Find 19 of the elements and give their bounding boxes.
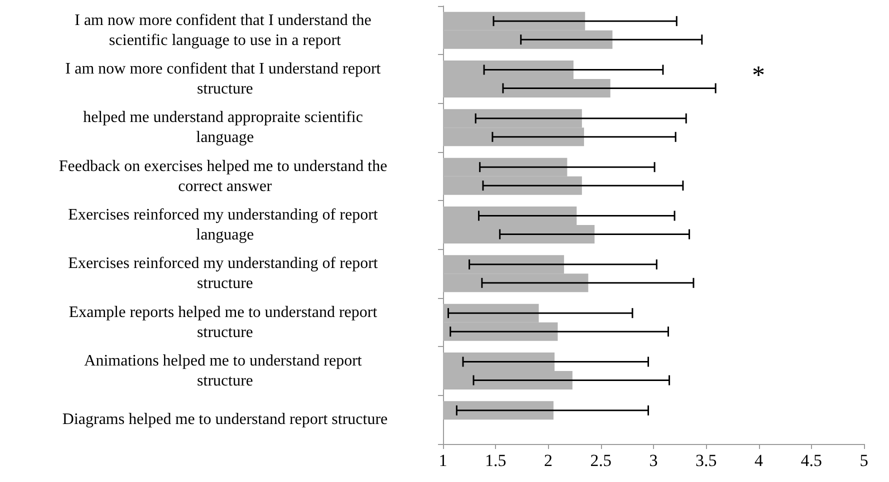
annotation: *	[752, 60, 765, 90]
x-tick-label: 2	[544, 451, 552, 470]
x-tick-label: 5	[860, 451, 868, 470]
y-tick-label: Animations helped me to understand report structure	[84, 352, 366, 390]
y-tick-label: I am now more confident that I understand report structure	[65, 60, 385, 98]
x-tick-label: 4	[754, 451, 764, 470]
y-tick-label: Exercises reinforced my understanding of report structure	[68, 255, 382, 292]
y-tick-label: Feedback on exercises helped me to understand the correct answer	[58, 158, 392, 195]
x-tick-label: 2.5	[590, 451, 612, 470]
x-tick-label: 3.5	[696, 451, 717, 470]
y-tick-label: Exercises reinforced my understanding of report language	[68, 206, 382, 244]
x-tick-label: 4.5	[800, 451, 822, 470]
y-tick-label: Example reports helped me to understand report structure	[68, 304, 382, 341]
x-tick-label: 1.5	[485, 451, 506, 470]
x-tick-label: 1	[438, 451, 448, 470]
y-tick-label: helped me understand appropraite scientific language	[83, 109, 367, 146]
x-tick-label: 3	[649, 451, 658, 470]
y-tick-label: Diagrams helped me to understand report structure	[62, 411, 388, 428]
y-tick-label: I am now more confident that I understand the scientific language to use in a report	[74, 12, 376, 49]
